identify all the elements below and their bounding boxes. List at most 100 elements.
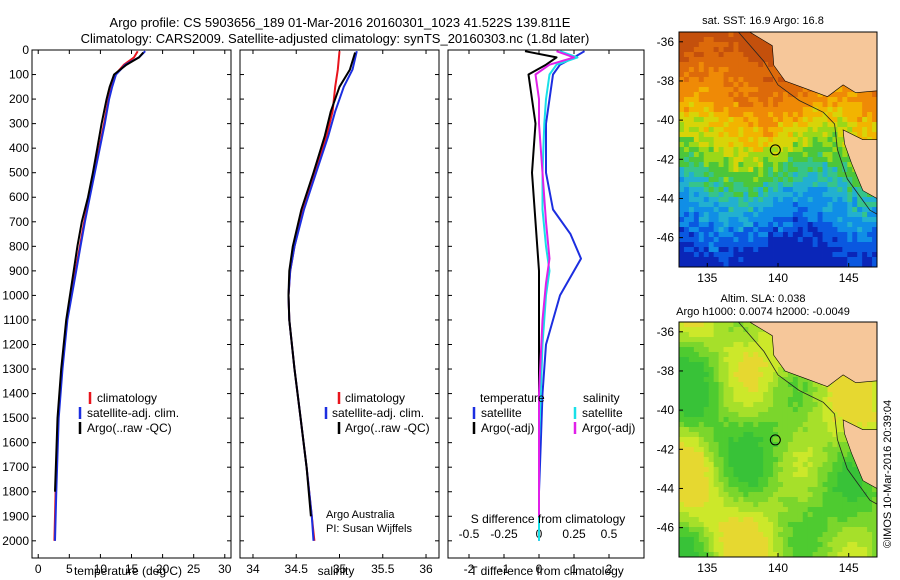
map-cell xyxy=(832,397,838,403)
map-cell xyxy=(802,167,809,173)
map-cell xyxy=(733,162,739,168)
map-cell xyxy=(698,252,705,258)
map-cell xyxy=(713,362,719,368)
map-cell xyxy=(703,332,710,338)
map-cell xyxy=(787,382,794,388)
map-cell xyxy=(728,377,734,383)
map-cell xyxy=(797,182,804,188)
map-cell xyxy=(872,392,878,398)
map-cell xyxy=(807,522,814,528)
map-cell xyxy=(708,102,715,108)
map-cell xyxy=(822,147,828,153)
map-cell xyxy=(792,532,799,538)
map-cell xyxy=(872,382,878,388)
map-cell xyxy=(679,217,685,223)
map-cell xyxy=(778,477,784,483)
map-cell xyxy=(782,242,789,248)
map-cell xyxy=(718,167,724,173)
map-cell xyxy=(802,542,809,548)
map-cell xyxy=(768,467,774,473)
map-cell xyxy=(703,352,710,358)
map-cell xyxy=(778,532,784,538)
map-cell xyxy=(827,522,833,528)
map-cell xyxy=(713,402,719,408)
map-cell xyxy=(787,112,794,118)
map-cell xyxy=(679,192,685,198)
map-cell xyxy=(733,57,739,63)
map-cell xyxy=(693,237,700,243)
map-cell xyxy=(802,107,809,113)
map-cell xyxy=(792,222,799,228)
map-cell xyxy=(708,477,715,483)
map-cell xyxy=(832,177,838,183)
map-cell xyxy=(733,542,739,548)
map-cell xyxy=(713,382,719,388)
map-cell xyxy=(753,442,759,448)
map-cell xyxy=(773,192,779,198)
map-cell xyxy=(827,552,833,558)
map-cell xyxy=(748,477,754,483)
map-cell xyxy=(698,437,705,443)
map-cell xyxy=(797,382,804,388)
map-cell xyxy=(728,67,734,73)
map-cell xyxy=(812,447,818,453)
map-cell xyxy=(698,72,705,78)
map-cell xyxy=(807,527,814,533)
map-cell xyxy=(693,127,700,133)
map-cell xyxy=(708,527,715,533)
map-cell xyxy=(827,252,833,258)
map-cell xyxy=(698,492,705,498)
map-cell xyxy=(688,397,695,403)
map-cell xyxy=(768,67,774,73)
map-cell xyxy=(758,117,764,123)
map-cell xyxy=(768,87,774,93)
map-cell xyxy=(728,402,734,408)
salinity-xlabel: salinity xyxy=(318,564,355,578)
map-cell xyxy=(778,152,784,158)
map-cell xyxy=(782,262,789,268)
map-cell xyxy=(679,142,685,148)
map-cell xyxy=(683,402,690,408)
map-cell xyxy=(768,502,774,508)
map-cell xyxy=(679,212,685,218)
map-cell xyxy=(708,457,715,463)
map-cell xyxy=(713,257,719,263)
map-cell xyxy=(778,202,784,208)
map-cell xyxy=(842,202,848,208)
map-cell xyxy=(743,512,749,518)
map-cell xyxy=(842,92,848,98)
map-cell xyxy=(723,517,729,523)
map-cell xyxy=(723,62,729,68)
map-cell xyxy=(693,192,700,198)
map-cell xyxy=(847,452,853,458)
map-cell xyxy=(683,502,690,508)
map-cell xyxy=(768,412,774,418)
map-cell xyxy=(862,507,868,513)
map-cell xyxy=(797,377,804,383)
map-cell xyxy=(713,232,719,238)
map-cell xyxy=(787,182,794,188)
map-cell xyxy=(748,507,754,513)
map-cell xyxy=(822,462,828,468)
map-cell xyxy=(708,162,715,168)
map-cell xyxy=(703,37,710,43)
legend-label-s-satellite: satellite xyxy=(582,406,623,420)
map-cell xyxy=(738,392,744,398)
map-cell xyxy=(847,127,853,133)
map-cell xyxy=(817,442,823,448)
map-cell xyxy=(763,502,769,508)
map-cell xyxy=(683,342,690,348)
map-cell xyxy=(862,547,868,553)
map-cell xyxy=(768,57,774,63)
map-cell xyxy=(688,122,695,128)
map-cell xyxy=(787,447,794,453)
map-cell xyxy=(842,167,848,173)
map-cell xyxy=(763,137,769,143)
map-cell xyxy=(837,102,843,108)
map-cell xyxy=(812,452,818,458)
map-cell xyxy=(812,547,818,553)
map-cell xyxy=(782,177,789,183)
map-cell xyxy=(872,517,878,523)
map-cell xyxy=(832,167,838,173)
map-cell xyxy=(812,412,818,418)
